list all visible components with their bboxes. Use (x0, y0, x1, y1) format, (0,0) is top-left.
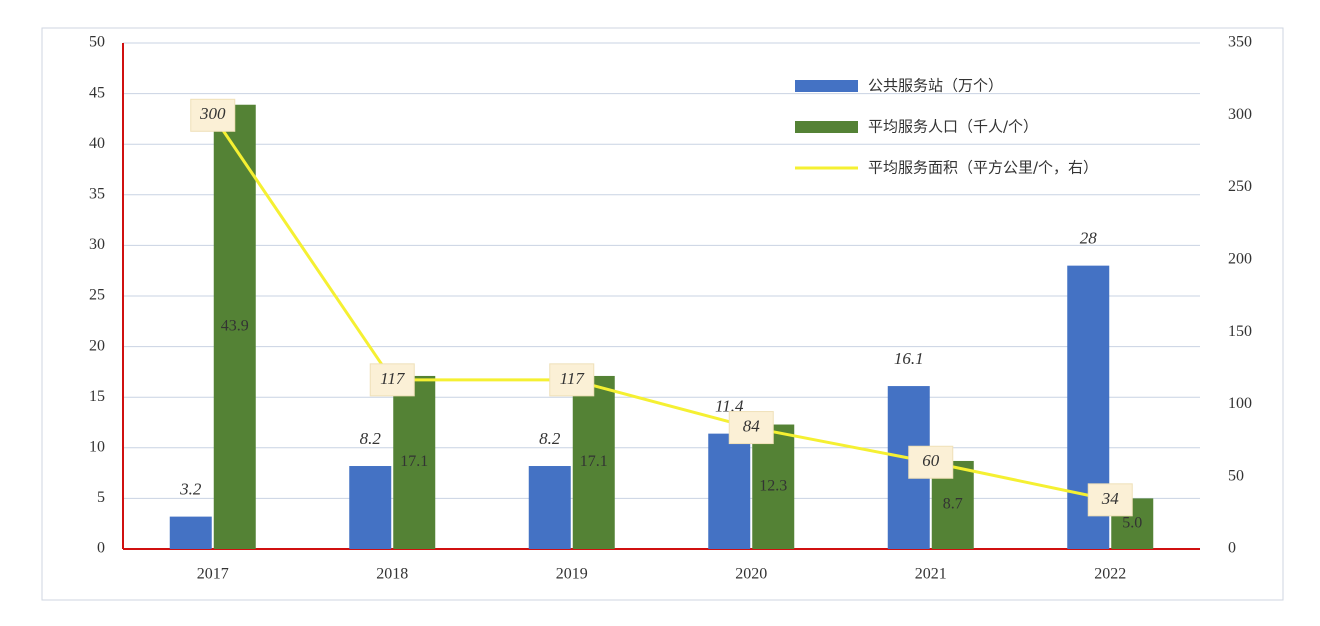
label-box (908, 445, 954, 479)
data-label: 8.2 (539, 429, 561, 448)
data-label: 117 (560, 369, 586, 388)
bar (708, 433, 751, 549)
y2-tick-label: 0 (1228, 540, 1236, 557)
x-tick-label: 2018 (376, 566, 408, 583)
label-box (190, 98, 236, 132)
y2-tick-label: 100 (1228, 395, 1252, 412)
data-label: 84 (743, 416, 761, 435)
x-tick-label: 2020 (735, 566, 767, 583)
bar (213, 104, 256, 550)
label-box (728, 411, 774, 445)
y2-tick-label: 200 (1228, 251, 1252, 268)
y2-tick-label: 350 (1228, 34, 1252, 51)
x-tick-label: 2017 (197, 566, 229, 583)
data-label: 117 (380, 369, 406, 388)
data-label: 5.0 (1122, 514, 1142, 531)
legend-swatch (795, 80, 858, 92)
line (211, 114, 1111, 502)
y-tick-label: 35 (89, 185, 105, 202)
data-label: 12.3 (759, 477, 787, 494)
label-box (1087, 483, 1133, 517)
y-tick-label: 5 (97, 489, 105, 506)
bar (572, 375, 615, 549)
y-tick-label: 25 (89, 287, 105, 304)
data-label: 60 (922, 451, 940, 470)
bar (528, 466, 571, 549)
label-box (549, 363, 595, 397)
bar (393, 375, 436, 549)
data-label: 16.1 (894, 349, 924, 368)
x-tick-label: 2019 (556, 566, 588, 583)
legend-swatch (795, 121, 858, 133)
data-label: 34 (1101, 489, 1120, 508)
data-label: 8.2 (360, 429, 382, 448)
y2-tick-label: 150 (1228, 323, 1252, 340)
x-tick-label: 2021 (915, 566, 947, 583)
label-box (369, 363, 415, 397)
bar (169, 516, 212, 549)
bar (349, 466, 392, 549)
y-tick-label: 20 (89, 337, 105, 354)
y2-tick-label: 250 (1228, 178, 1252, 195)
data-label: 3.2 (179, 480, 202, 499)
y-tick-label: 50 (89, 34, 105, 51)
legend-label: 公共服务站（万个） (868, 77, 1003, 95)
y-tick-label: 10 (89, 438, 105, 455)
y2-tick-label: 300 (1228, 106, 1252, 123)
y-tick-label: 45 (89, 84, 105, 101)
data-label: 28 (1080, 229, 1098, 248)
x-tick-label: 2022 (1094, 566, 1126, 583)
legend-label: 平均服务人口（千人/个） (868, 118, 1038, 136)
data-label: 17.1 (400, 453, 428, 470)
y-tick-label: 15 (89, 388, 105, 405)
data-label: 17.1 (580, 453, 608, 470)
data-label: 300 (199, 104, 226, 123)
y-tick-label: 30 (89, 236, 105, 253)
y2-tick-label: 50 (1228, 467, 1244, 484)
data-label: 8.7 (943, 496, 963, 513)
data-label: 43.9 (221, 318, 249, 335)
data-label: 11.4 (715, 397, 744, 416)
frame (41, 27, 1284, 601)
y-tick-label: 40 (89, 135, 105, 152)
legend-label: 平均服务面积（平方公里/个，右） (868, 159, 1098, 177)
y-tick-label: 0 (97, 540, 105, 557)
bar (752, 424, 795, 549)
